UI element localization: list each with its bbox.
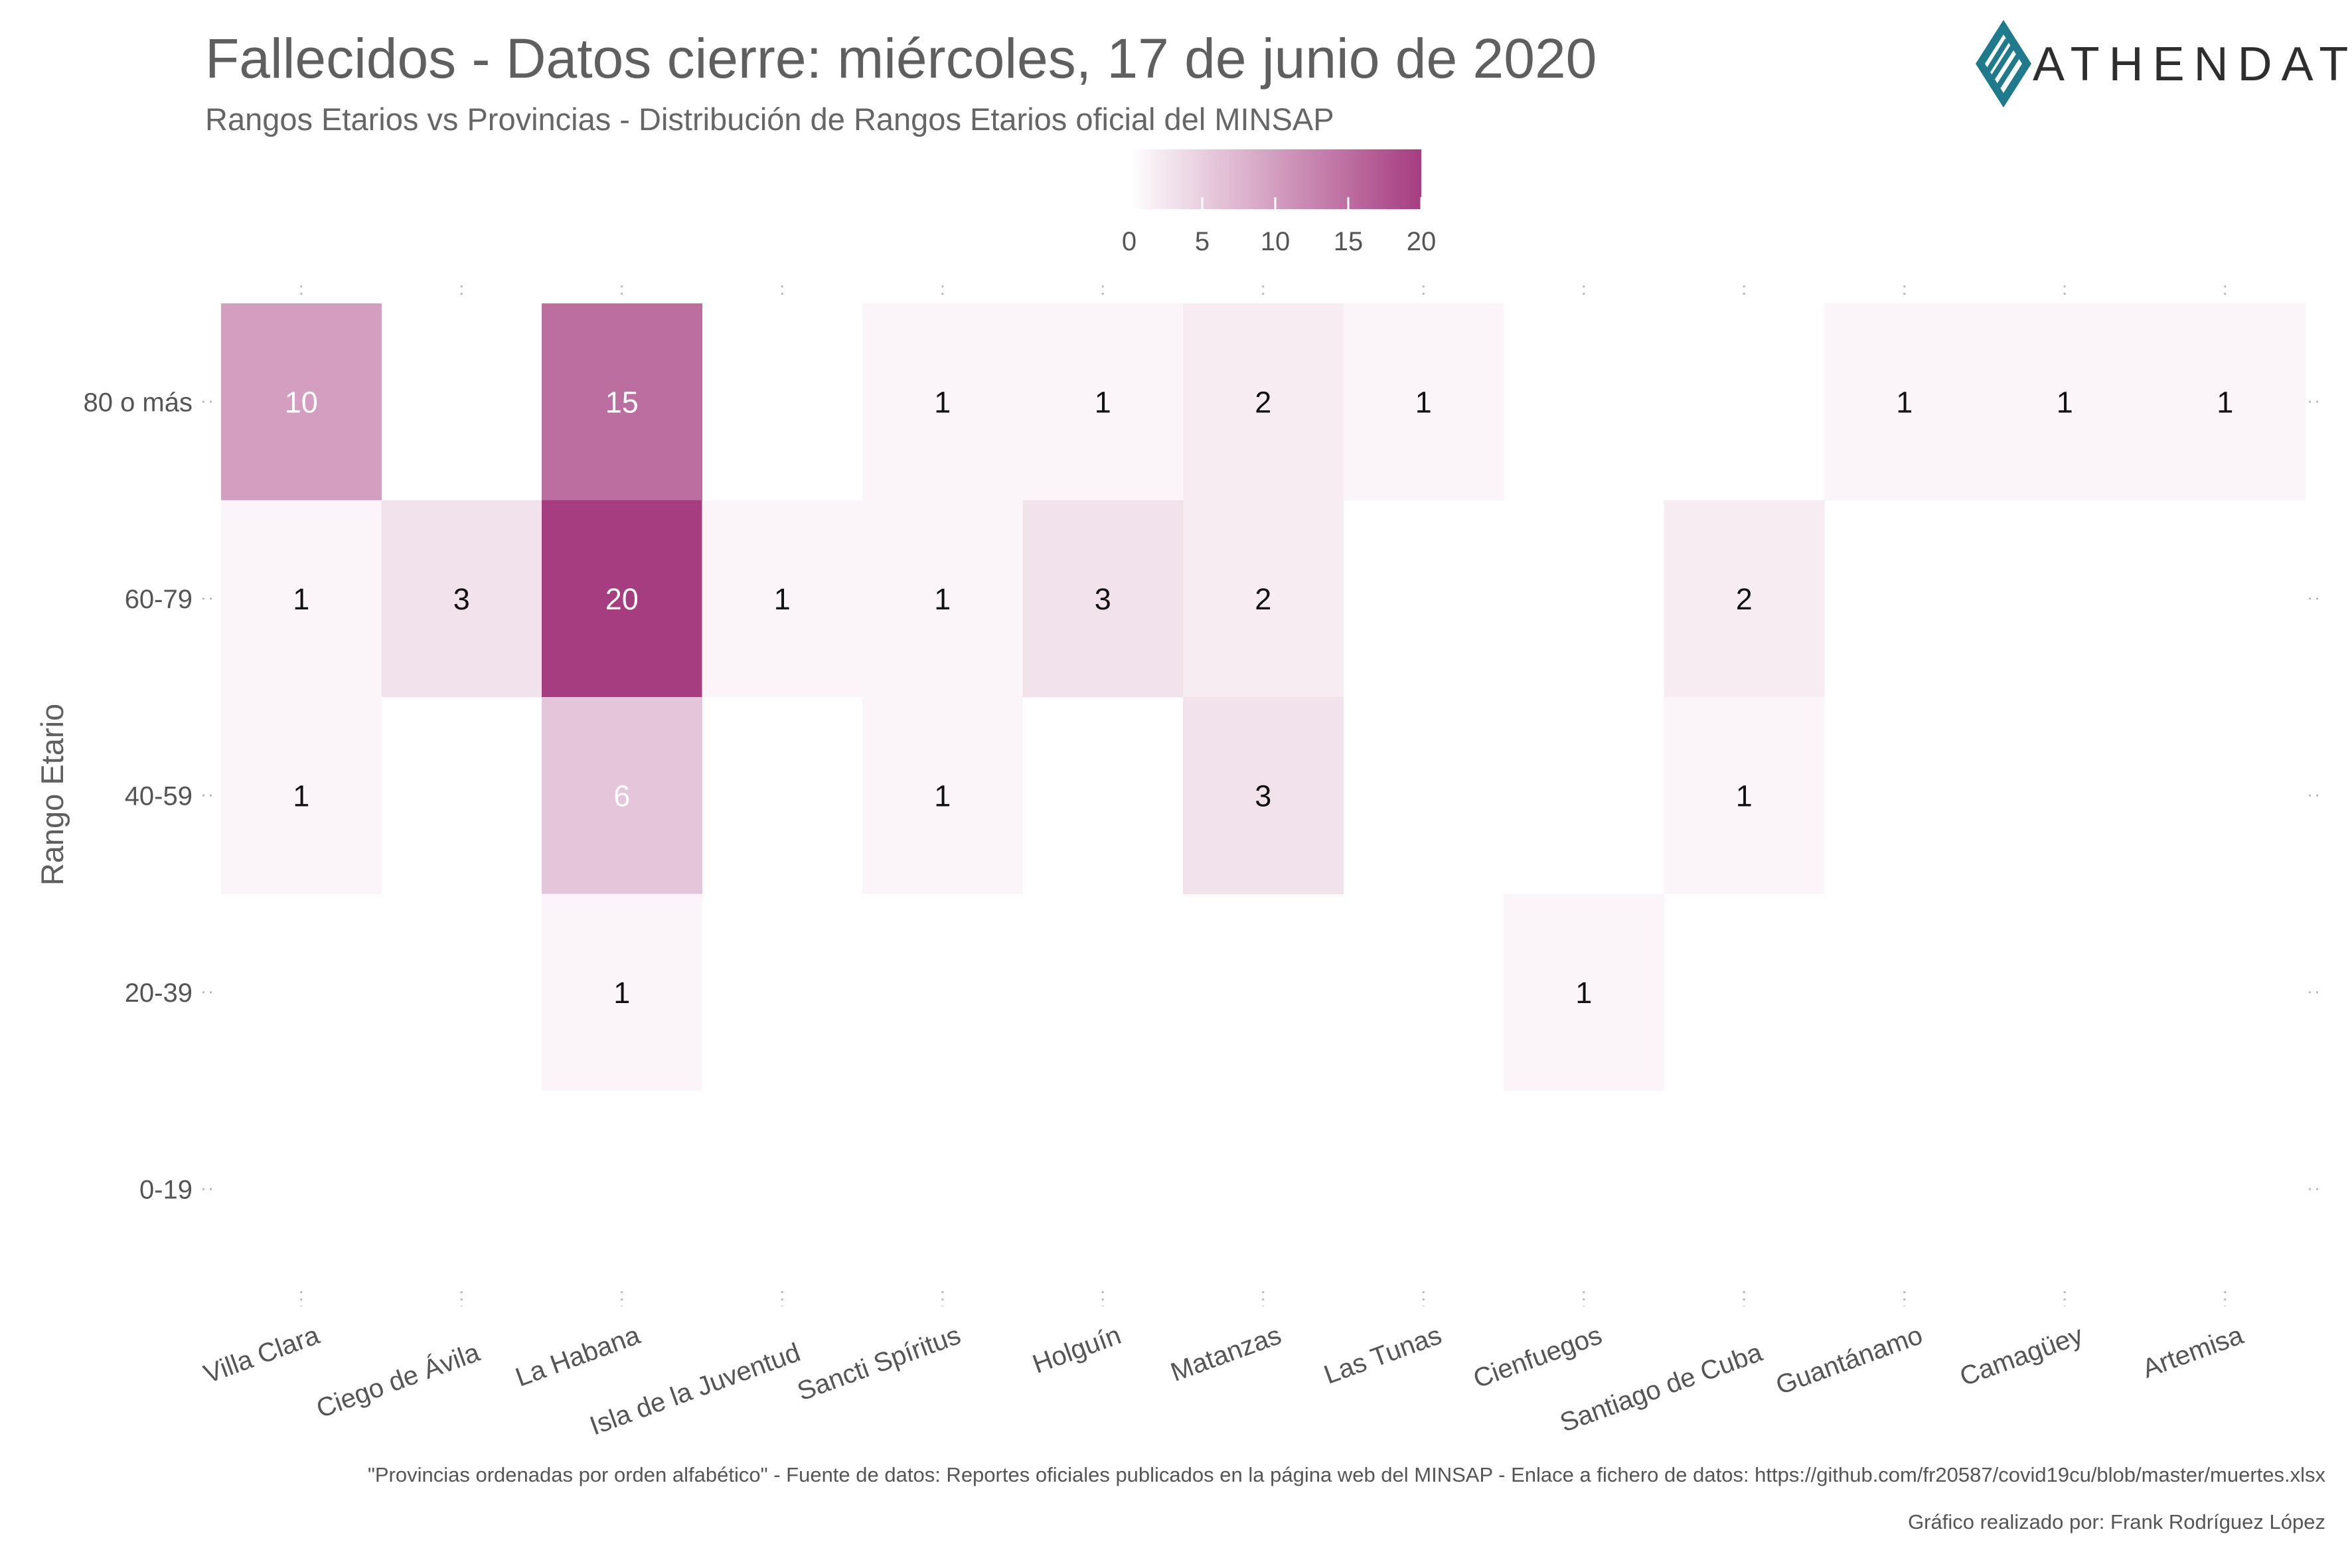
cell-value-label: 1 <box>1896 385 1913 419</box>
legend-tick-label: 0 <box>1122 227 1137 256</box>
cell-value-label: 3 <box>1255 779 1271 813</box>
cell-value-label: 1 <box>1095 385 1111 419</box>
cell-value-label: 6 <box>613 779 630 813</box>
caption-source: "Provincias ordenadas por orden alfabéti… <box>368 1463 2326 1486</box>
x-tick-label: Ciego de Ávila <box>313 1337 484 1424</box>
cell-value-label: 1 <box>613 976 630 1010</box>
cell-value-label: 1 <box>1736 779 1753 813</box>
heatmap-cell <box>221 697 382 894</box>
chart-subtitle: Rangos Etarios vs Provincias - Distribuc… <box>205 102 1334 137</box>
heatmap-cell <box>1343 303 1504 501</box>
heatmap-cell <box>1664 697 1825 894</box>
heatmap-cell <box>542 303 702 501</box>
cell-value-label: 1 <box>2057 385 2073 419</box>
color-legend: 0 5 10 15 20 <box>1122 149 1436 256</box>
cell-value-label: 1 <box>1415 385 1432 419</box>
x-tick-label: Sancti Spíritus <box>793 1320 964 1407</box>
y-tick-label: 0-19 <box>139 1175 193 1204</box>
cell-value-label: 1 <box>2217 385 2233 419</box>
cell-value-label: 10 <box>285 385 318 419</box>
cell-value-label: 2 <box>1255 582 1271 616</box>
x-tick-label: La Habana <box>512 1320 645 1393</box>
legend-ticks: 0 5 10 15 20 <box>1122 197 1436 256</box>
cell-value-label: 2 <box>1255 385 1271 419</box>
x-tick-label: Cienfuegos <box>1470 1320 1606 1394</box>
cell-value-label: 1 <box>293 779 309 813</box>
legend-tick-label: 20 <box>1407 227 1437 256</box>
diamond-logo-icon <box>1976 20 2031 108</box>
y-axis: 80 o más 60-79 40-59 20-39 0-19 <box>83 388 2323 1204</box>
logo-text: ATHENDAT <box>2033 38 2352 91</box>
caption-author: Gráfico realizado por: Frank Rodríguez L… <box>1908 1510 2325 1533</box>
heatmap-cell <box>542 500 702 698</box>
heatmap-cell <box>1022 303 1184 501</box>
cell-value-label: 20 <box>605 582 639 616</box>
heatmap-cell <box>221 500 382 698</box>
x-tick-label: Las Tunas <box>1320 1320 1445 1389</box>
legend-tick-label: 10 <box>1261 227 1291 256</box>
heatmap-cell <box>1183 303 1344 501</box>
heatmap-cell <box>862 500 1023 698</box>
cell-value-label: 1 <box>934 385 951 419</box>
plot-area: 10 15 1 1 2 1 1 1 1 1 3 20 1 1 3 2 2 1 6 1 3 1 1 1 <box>221 303 2306 1091</box>
x-tick-label: Matanzas <box>1167 1320 1285 1387</box>
cell-value-label: 2 <box>1736 582 1753 616</box>
legend-tick-label: 5 <box>1195 227 1210 256</box>
cell-value-label: 1 <box>934 582 951 616</box>
cell-value-label: 3 <box>1095 582 1111 616</box>
heatmap-cell <box>1824 303 1985 501</box>
x-tick-label: Camagüey <box>1956 1320 2087 1392</box>
cell-value-label: 1 <box>934 779 951 813</box>
y-axis-title: Rango Etario <box>35 704 70 886</box>
heatmap-cell <box>1984 303 2146 501</box>
athendat-logo: ATHENDAT <box>1976 20 2352 108</box>
y-tick-label: 40-59 <box>125 781 193 811</box>
y-tick-label: 80 o más <box>83 388 193 417</box>
heatmap-cell <box>1664 500 1825 698</box>
heatmap-cell <box>1022 500 1184 698</box>
x-tick-label: Villa Clara <box>200 1320 323 1389</box>
heatmap-cell <box>1183 697 1344 894</box>
cell-value-label: 1 <box>774 582 791 616</box>
legend-tick-label: 15 <box>1334 227 1364 256</box>
heatmap-cell <box>221 303 382 501</box>
heatmap-cell <box>1504 894 1664 1091</box>
heatmap-cell <box>1183 500 1344 698</box>
x-tick-label: Holguín <box>1029 1320 1125 1379</box>
heatmap-cell <box>702 500 863 698</box>
y-tick-label: 20-39 <box>125 979 193 1008</box>
heatmap-cell <box>862 697 1023 894</box>
cell-value-label: 3 <box>453 582 470 616</box>
cell-value-label: 15 <box>605 385 639 419</box>
heatmap-cell <box>381 500 542 698</box>
cell-value-label: 1 <box>293 582 309 616</box>
heatmap-cell <box>2145 303 2306 501</box>
heatmap-cell <box>862 303 1023 501</box>
chart-title: Fallecidos - Datos cierre: miércoles, 17… <box>205 27 1597 90</box>
x-tick-label: Artemisa <box>2138 1320 2247 1384</box>
heatmap-cell <box>542 697 702 894</box>
x-tick-label: Guantánamo <box>1772 1320 1926 1400</box>
y-tick-label: 60-79 <box>125 585 193 614</box>
heatmap-cell <box>542 894 702 1091</box>
cell-value-label: 1 <box>1575 976 1592 1010</box>
